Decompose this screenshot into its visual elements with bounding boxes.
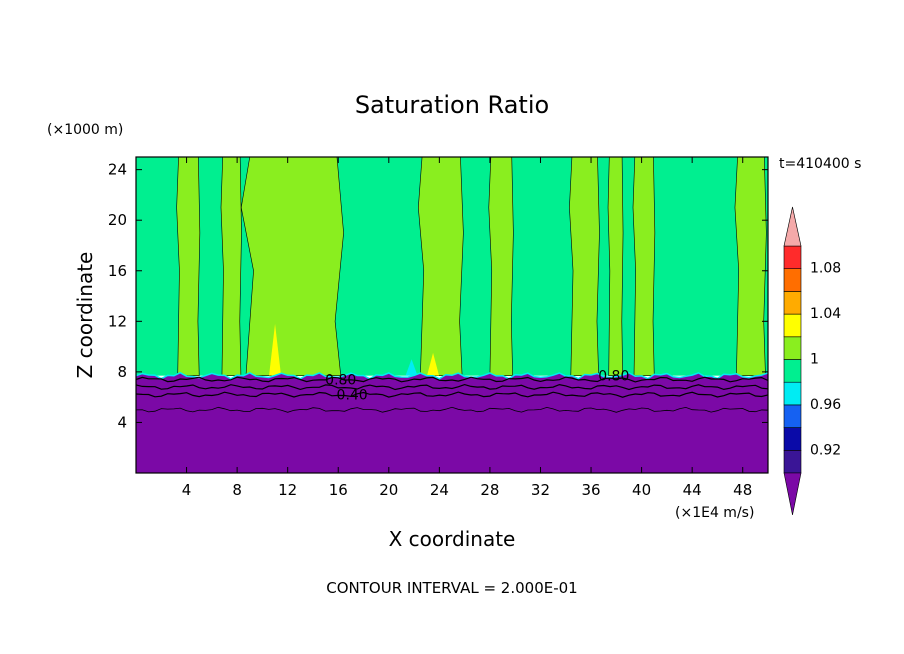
contour-line-3: [135, 391, 769, 398]
colorbar-label-3: 1.04: [810, 306, 841, 322]
x-tick-label-8: 8: [232, 481, 242, 499]
colorbar-band-6: [783, 336, 802, 360]
colorbar-label-2: 1: [810, 352, 819, 368]
y-tick-label-24: 24: [108, 161, 127, 179]
contour-line-1: [135, 376, 769, 383]
x-tick-label-16: 16: [329, 481, 348, 499]
colorbar-band-8: [783, 291, 802, 315]
field-dry-layer: [136, 372, 768, 473]
field-spike-2: [427, 352, 440, 376]
field-column-7: [607, 156, 624, 376]
plot-frame: [135, 156, 769, 474]
x-tick-label-20: 20: [379, 481, 398, 499]
contour-interval-footer: CONTOUR INTERVAL = 2.000E-01: [326, 579, 577, 597]
colorbar-band-7: [783, 313, 802, 338]
x-tick-label-36: 36: [581, 481, 600, 499]
contour-line-4: [135, 406, 769, 413]
time-label: t=410400 s: [779, 156, 861, 172]
y-unit-label: (×1000 m): [47, 122, 123, 138]
contour-label-1: 0.80: [325, 372, 356, 388]
colorbar-label-0: 0.92: [810, 442, 841, 458]
colorbar-under-arrow: [783, 472, 802, 516]
y-tick-label-8: 8: [117, 363, 127, 381]
x-tick-label-48: 48: [733, 481, 752, 499]
field-column-3: [240, 156, 344, 376]
y-tick-label-12: 12: [108, 312, 127, 330]
colorbar-band-2: [783, 427, 802, 451]
contour-label-2: 0.40: [337, 388, 368, 404]
colorbar-band-9: [783, 268, 802, 292]
x-axis-title: X coordinate: [389, 527, 516, 551]
x-unit-label: (×1E4 m/s): [675, 505, 754, 521]
colorbar-band-5: [783, 359, 802, 383]
colorbar-over-arrow: [783, 206, 802, 247]
field-column-1: [176, 156, 201, 376]
field-column-9: [734, 156, 767, 376]
colorbar-band-4: [783, 381, 802, 406]
field-boundary-edge: [135, 371, 769, 380]
x-tick-label-28: 28: [480, 481, 499, 499]
field-spike-3: [405, 359, 418, 376]
x-tick-label-44: 44: [683, 481, 702, 499]
x-tick-label-12: 12: [278, 481, 297, 499]
x-tick-label-4: 4: [182, 481, 192, 499]
colorbar-label-1: 0.96: [810, 397, 841, 413]
plot-area: 0.800.400.80: [135, 156, 769, 473]
colorbar-band-10: [783, 245, 802, 270]
y-tick-label-20: 20: [108, 211, 127, 229]
colorbar: 0.92 0.96 1 1.04 1.08: [783, 206, 841, 516]
y-axis-title: Z coordinate: [73, 252, 97, 379]
x-tick-label-40: 40: [632, 481, 651, 499]
field-spike-1: [269, 323, 282, 376]
field-column-8: [632, 156, 656, 376]
field-column-5: [488, 156, 514, 376]
field-column-6: [569, 156, 600, 376]
contour-line-2: [135, 383, 769, 391]
y-tick-label-16: 16: [108, 262, 127, 280]
field-column-4: [418, 156, 464, 376]
contour-label-3: 0.80: [598, 369, 629, 385]
x-tick-label-24: 24: [430, 481, 449, 499]
colorbar-band-1: [783, 449, 802, 474]
y-tick-label-4: 4: [117, 413, 127, 431]
x-tick-label-32: 32: [531, 481, 550, 499]
colorbar-band-3: [783, 404, 802, 428]
field-column-2: [220, 156, 242, 376]
chart-title: Saturation Ratio: [355, 91, 549, 119]
colorbar-label-4: 1.08: [810, 261, 841, 277]
